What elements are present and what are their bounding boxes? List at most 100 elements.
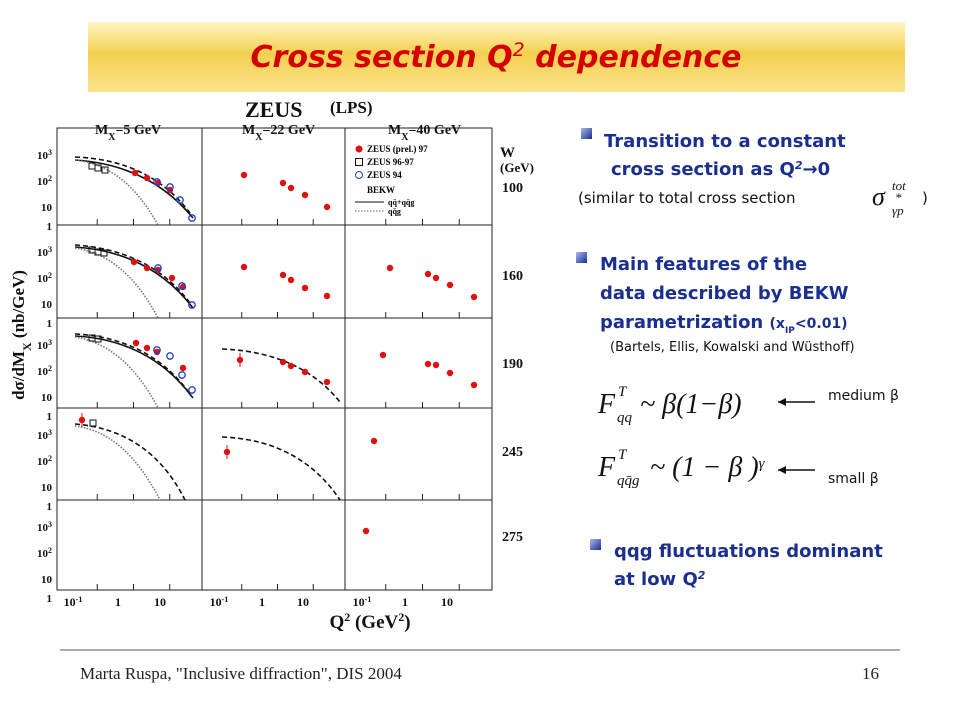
y-tick-base: 10	[37, 340, 49, 352]
formula-label: medium β	[828, 388, 899, 404]
x-tick-label: 1	[259, 595, 265, 609]
x-tick-label: 1	[115, 595, 121, 609]
x-tick-base: 1	[259, 595, 265, 609]
y-tick-label: 103	[37, 245, 52, 260]
bullet-icon	[581, 128, 592, 139]
y-tick-base: 1	[47, 411, 53, 423]
point	[446, 281, 454, 289]
figure: ZEUS (LPS) dσ/dMX (nb/GeV) Q2 (GeV2) W (…	[9, 97, 534, 633]
point	[100, 249, 108, 257]
point	[154, 266, 162, 274]
x-tick-base: 10	[154, 595, 166, 609]
title-text: Cross section Q	[251, 40, 513, 75]
point	[370, 437, 378, 445]
formula-sup: T	[618, 384, 628, 400]
y-tick-base: 1	[47, 318, 53, 330]
x-tick-label: 10-1	[210, 595, 229, 610]
w-value: 100	[502, 181, 523, 196]
panel	[344, 499, 493, 591]
point	[153, 348, 161, 356]
slide-title: Cross section Q2 dependence	[251, 39, 742, 75]
y-tick-label: 102	[37, 271, 52, 286]
curve	[74, 246, 194, 309]
point	[279, 271, 287, 279]
y-tick-base: 10	[41, 202, 53, 214]
y-tick-label: 103	[37, 520, 52, 535]
formula-sup: γ	[759, 456, 766, 472]
y-tick-exp: 2	[48, 364, 52, 373]
bullet-text: →0	[803, 159, 831, 180]
arrow-head	[778, 398, 786, 406]
point	[188, 386, 196, 394]
point	[323, 203, 331, 211]
formula-symbol: F	[597, 452, 616, 483]
footer-citation: Marta Ruspa, "Inclusive diffraction", DI…	[80, 664, 402, 683]
x-tick-label: 10-1	[64, 595, 83, 610]
w-value: 190	[502, 357, 523, 372]
legend-label: ZEUS 96-97	[367, 157, 414, 167]
point	[287, 184, 295, 192]
point	[89, 419, 97, 427]
y-tick-base: 1	[47, 501, 53, 513]
title-text: dependence	[525, 40, 742, 75]
y-tick-base: 10	[41, 392, 53, 404]
point	[178, 282, 186, 290]
bullet-text: cross section as Q2→0	[611, 159, 830, 181]
y-tick-label: 102	[37, 546, 52, 561]
bullet-note: (Bartels, Ellis, Kowalski and Wüsthoff)	[610, 340, 855, 355]
point	[143, 264, 151, 272]
point	[94, 335, 102, 343]
curve	[74, 156, 191, 214]
sigma-sub: γp	[892, 203, 904, 218]
curve	[74, 244, 191, 304]
x-tick-label: 10	[154, 595, 166, 609]
column-header: MX=40 GeV	[388, 123, 461, 143]
point	[179, 364, 187, 372]
column-header-part: X	[108, 132, 116, 143]
y-tick-base: 10	[37, 150, 49, 162]
y-label-text: dσ/dM	[9, 351, 28, 400]
bullet-text: data described by BEKW	[600, 283, 849, 304]
bullet-note: )	[922, 189, 928, 207]
x-tick-base: 10	[210, 595, 222, 609]
bullet-icon	[576, 252, 587, 263]
y-tick-exp: 3	[48, 245, 52, 254]
w-value: 275	[502, 530, 523, 545]
point	[287, 362, 295, 370]
x-label-sup: 2	[398, 610, 404, 624]
x-tick-exp: -1	[222, 595, 229, 604]
point	[323, 378, 331, 386]
point	[301, 191, 309, 199]
bullet-text: parametrization (xIP<0.01)	[600, 312, 848, 336]
point	[301, 368, 309, 376]
page-number: 16	[862, 664, 879, 683]
formula-rhs: ~ (1 − β )	[650, 452, 759, 483]
y-tick-exp: 3	[48, 520, 52, 529]
bullet-text: <0.01)	[795, 316, 848, 332]
x-axis-label: Q2 (GeV2)	[329, 610, 410, 633]
y-tick-label: 10	[41, 299, 53, 311]
legend-marker	[355, 145, 363, 153]
panel	[56, 407, 203, 501]
w-value: 160	[502, 269, 523, 284]
point	[166, 352, 174, 360]
point	[131, 169, 139, 177]
legend-marker	[355, 158, 363, 166]
sigma: σ	[872, 182, 886, 211]
point	[470, 381, 478, 389]
point	[424, 270, 432, 278]
bullet-icon	[590, 539, 601, 550]
y-label-sub: X	[20, 342, 34, 351]
bullet-text: Transition to a constant	[604, 131, 846, 152]
curve	[74, 247, 159, 319]
y-axis-label: dσ/dMX (nb/GeV)	[9, 270, 34, 400]
point	[143, 174, 151, 182]
y-tick-exp: 3	[48, 148, 52, 157]
formula-sup: T	[618, 447, 628, 463]
bullet-text: (x	[770, 316, 785, 332]
point	[301, 284, 309, 292]
y-label-text: (nb/GeV)	[9, 270, 28, 342]
panel	[344, 407, 493, 501]
column-header-part: =40 GeV	[408, 123, 461, 138]
x-tick-base: 10	[64, 595, 76, 609]
